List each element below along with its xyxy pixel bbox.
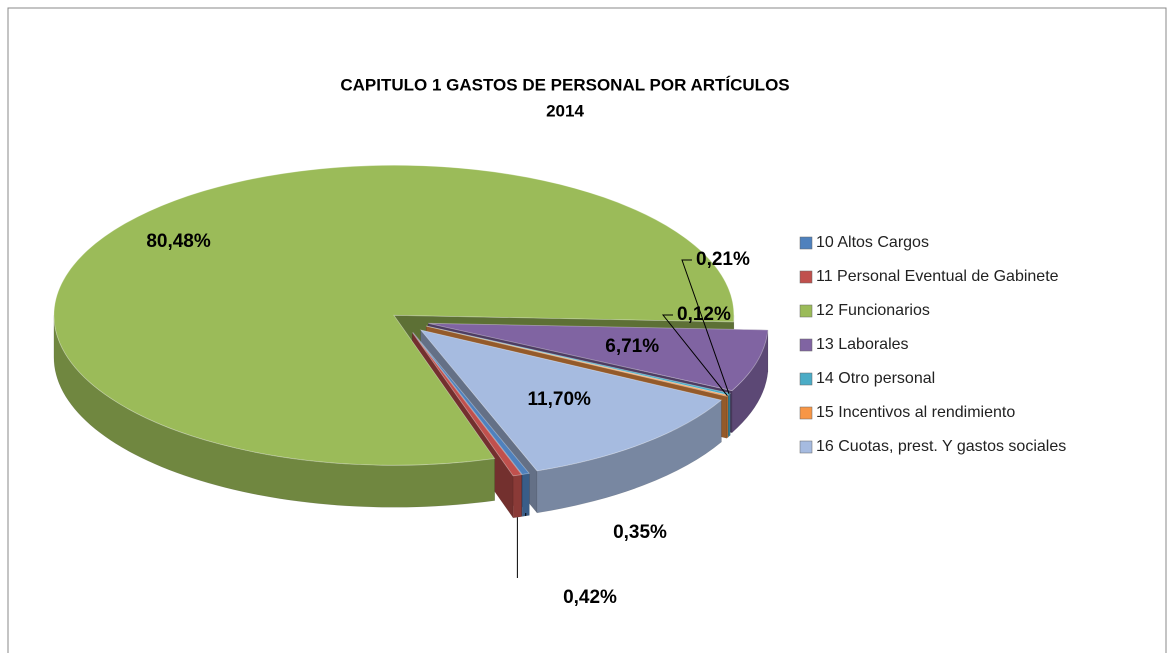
- legend-swatch: [800, 305, 812, 317]
- slice-side: [522, 473, 529, 516]
- legend-swatch: [800, 271, 812, 283]
- legend-label: 16 Cuotas, prest. Y gastos sociales: [816, 438, 1066, 455]
- slice-side: [728, 393, 730, 437]
- data-label: 0,35%: [613, 522, 667, 543]
- slice-side: [727, 395, 728, 438]
- data-label: 0,12%: [677, 304, 731, 325]
- chart-subtitle: 2014: [546, 101, 584, 120]
- legend-swatch: [800, 339, 812, 351]
- legend-swatch: [800, 373, 812, 385]
- data-label: 0,42%: [563, 587, 617, 608]
- legend-label: 12 Funcionarios: [816, 302, 930, 319]
- legend-label: 15 Incentivos al rendimiento: [816, 404, 1015, 421]
- data-label: 11,70%: [528, 389, 591, 410]
- data-label: 0,21%: [696, 249, 750, 270]
- data-label: 80,48%: [146, 231, 211, 252]
- legend-label: 14 Otro personal: [816, 370, 935, 387]
- slice-side: [513, 475, 522, 518]
- data-label: 6,71%: [605, 336, 659, 357]
- legend-label: 11 Personal Eventual de Gabinete: [816, 268, 1059, 285]
- legend-swatch: [800, 237, 812, 249]
- legend-swatch: [800, 407, 812, 419]
- chart-title: CAPITULO 1 GASTOS DE PERSONAL POR ARTÍCU…: [340, 75, 789, 94]
- legend-label: 10 Altos Cargos: [816, 234, 929, 251]
- legend-label: 13 Laborales: [816, 336, 909, 353]
- legend-swatch: [800, 441, 812, 453]
